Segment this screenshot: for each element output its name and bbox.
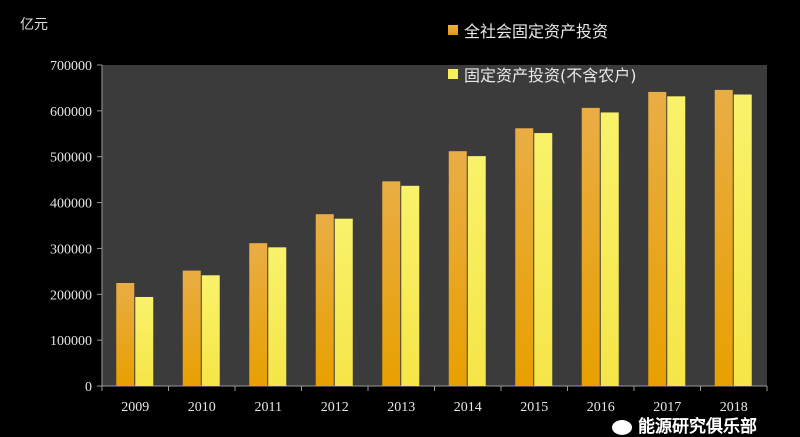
bar-2010-series-2: [201, 275, 220, 386]
bar-2018-series-1: [714, 89, 733, 386]
bar-2014-series-2: [467, 156, 486, 386]
legend-swatch: [448, 69, 458, 79]
bar-2013-series-2: [401, 185, 420, 386]
wechat-icon: [612, 419, 632, 435]
bar-2016-series-1: [581, 107, 600, 386]
bar-2009-series-2: [135, 296, 154, 386]
bar-2015-series-2: [534, 133, 553, 386]
bar-2017-series-1: [648, 91, 667, 387]
legend-swatch: [448, 25, 458, 35]
y-tick-label: 0: [85, 380, 92, 395]
bar-2017-series-2: [667, 96, 686, 387]
legend-item-non-rural: 固定资产投资(不含农户): [448, 62, 637, 86]
legend-label: 固定资产投资(不含农户): [464, 66, 637, 85]
bar-2015-series-1: [515, 128, 534, 386]
y-tick-label: 700000: [50, 59, 92, 74]
legend-item-total: 全社会固定资产投资: [448, 18, 608, 42]
watermark: 能源研究俱乐部: [612, 418, 757, 436]
bar-2018-series-2: [733, 94, 752, 386]
bar-2012-series-2: [334, 218, 353, 386]
y-tick-label: 600000: [50, 105, 92, 120]
y-tick-label: 400000: [50, 197, 92, 212]
bar-2010-series-1: [182, 270, 201, 386]
bar-2011-series-2: [268, 247, 287, 386]
x-tick-label: 2017: [653, 400, 681, 415]
bar-2013-series-1: [382, 181, 401, 386]
x-tick-label: 2011: [255, 400, 282, 415]
x-tick-label: 2009: [121, 400, 149, 415]
bar-2011-series-1: [249, 243, 268, 386]
y-tick-label: 200000: [50, 288, 92, 303]
x-tick-label: 2014: [454, 400, 482, 415]
bar-2012-series-1: [315, 214, 334, 386]
bar-2009-series-1: [116, 283, 135, 386]
y-tick-label: 500000: [50, 151, 92, 166]
y-axis-unit-label: 亿元: [20, 17, 48, 33]
x-tick-label: 2018: [720, 400, 748, 415]
x-tick-label: 2012: [321, 400, 349, 415]
watermark-text: 能源研究俱乐部: [638, 417, 757, 437]
x-tick-label: 2013: [387, 400, 415, 415]
y-tick-label: 300000: [50, 242, 92, 257]
legend-label: 全社会固定资产投资: [464, 22, 609, 41]
y-tick-label: 100000: [50, 334, 92, 349]
x-tick-label: 2015: [520, 400, 548, 415]
bar-2016-series-2: [600, 112, 619, 387]
x-tick-label: 2016: [587, 400, 615, 415]
bar-2014-series-1: [448, 151, 467, 386]
x-tick-label: 2010: [188, 400, 216, 415]
